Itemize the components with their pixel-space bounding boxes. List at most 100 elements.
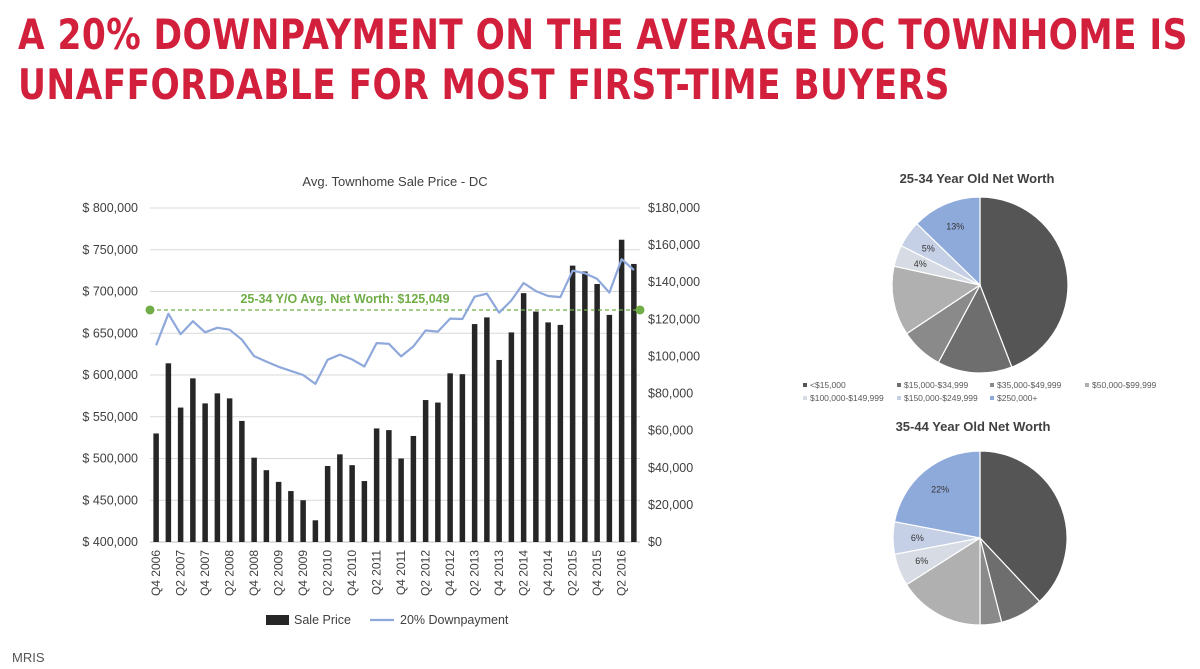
- sale-price-bar: [226, 398, 233, 542]
- downpayment-series-line: [155, 258, 635, 385]
- pie-data-label: 6%: [915, 556, 928, 566]
- pie-legend: <$15,000 $15,000-$34,999 $35,000-$49,999 $5…: [803, 380, 1157, 403]
- left-axis-ticks: $ 400,000 $ 450,000 $ 500,000 $ 550,000 $ 60…: [82, 201, 138, 549]
- left-axis-tick-label: $ 500,000: [82, 452, 138, 466]
- legend-swatch: [803, 383, 807, 387]
- chart-gridlines: [150, 207, 640, 543]
- pie-35-44-title: 35-44 Year Old Net Worth: [896, 419, 1051, 434]
- sale-price-bar: [165, 363, 172, 542]
- sale-price-bar: [288, 491, 294, 542]
- sale-price-bar: [177, 407, 184, 542]
- left-axis-tick-label: $ 400,000: [82, 535, 138, 549]
- left-axis-tick-label: $ 750,000: [82, 243, 138, 257]
- sale-price-bar: [251, 457, 257, 542]
- sale-price-bar: [349, 465, 355, 542]
- sale-price-bar: [239, 420, 245, 542]
- sale-price-bar: [410, 435, 417, 542]
- sale-price-bar: [190, 378, 196, 542]
- sale-price-bar: [447, 373, 453, 542]
- sale-price-bar: [361, 481, 368, 542]
- x-axis-tick-label: Q2 2007: [174, 550, 188, 596]
- x-axis-tick-label: Q2 2013: [468, 550, 482, 596]
- x-axis-tick-label: Q2 2010: [321, 550, 335, 596]
- legend-label-downpayment: 20% Downpayment: [400, 613, 509, 627]
- left-axis-tick-label: $ 800,000: [82, 201, 138, 215]
- pie-data-label: 6%: [911, 533, 924, 543]
- sale-price-bars: [153, 239, 637, 542]
- chart-legend: Sale Price 20% Downpayment: [266, 613, 509, 627]
- left-axis-tick-label: $ 700,000: [82, 285, 138, 299]
- headline-line-1: A 20% DOWNPAYMENT ON THE AVERAGE DC TOWN…: [18, 10, 1188, 59]
- pie-slice: [893, 450, 981, 539]
- right-axis-tick-label: $120,000: [648, 312, 700, 326]
- pie-data-label: 4%: [914, 259, 927, 269]
- x-axis-tick-label: Q2 2016: [615, 550, 629, 596]
- x-axis-tick-label: Q2 2012: [419, 550, 433, 596]
- legend-label: $150,000-$249,999: [904, 393, 978, 403]
- legend-label: $35,000-$49,999: [997, 380, 1062, 390]
- right-axis-ticks: $0 $20,000 $40,000 $60,000 $80,000 $100,000 $1…: [648, 201, 700, 549]
- sale-price-bar: [386, 430, 392, 542]
- x-axis-tick-label: Q4 2015: [590, 550, 604, 596]
- headline: A 20% DOWNPAYMENT ON THE AVERAGE DC TOWN…: [18, 10, 1188, 110]
- sale-price-bar: [312, 520, 319, 542]
- sale-price-bar: [594, 283, 600, 542]
- sale-price-bar: [557, 324, 564, 542]
- right-axis-tick-label: $80,000: [648, 387, 693, 401]
- legend-label-sale-price: Sale Price: [294, 613, 351, 627]
- legend-swatch: [803, 396, 807, 400]
- left-axis-tick-label: $ 550,000: [82, 410, 138, 424]
- downpayment-line: [155, 258, 635, 385]
- x-axis-tick-label: Q4 2013: [492, 550, 506, 596]
- x-axis-ticks: Q4 2006 Q2 2007 Q4 2007 Q2 2008 Q4 2008 Q2 20…: [149, 550, 629, 596]
- sale-price-bar: [214, 393, 221, 542]
- legend-swatch: [897, 396, 901, 400]
- sale-price-bar: [631, 263, 637, 542]
- sale-price-bar: [153, 433, 159, 542]
- sale-price-bar: [582, 271, 588, 542]
- pie-slice: [979, 196, 1069, 368]
- pie-25-34-title: 25-34 Year Old Net Worth: [900, 171, 1055, 186]
- net-worth-35-44-pie: 35-44 Year Old Net Worth 6% 6% 22%: [892, 419, 1068, 626]
- sale-price-bar: [508, 332, 515, 542]
- net-worth-reference: 25-34 Y/O Avg. Net Worth: $125,049: [145, 292, 645, 315]
- reference-marker: [635, 305, 645, 315]
- legend-swatch-sale-price: [266, 615, 289, 625]
- right-axis-tick-label: $140,000: [648, 275, 700, 289]
- sale-price-bar: [422, 400, 429, 542]
- sale-price-bar: [324, 466, 331, 542]
- legend-swatch: [990, 396, 994, 400]
- sale-price-bar: [496, 359, 502, 542]
- right-axis-tick-label: $160,000: [648, 238, 700, 252]
- reference-marker: [145, 305, 155, 315]
- sale-price-bar: [606, 314, 613, 542]
- sale-price-bar: [275, 481, 282, 542]
- chart-title: Avg. Townhome Sale Price - DC: [302, 174, 487, 189]
- sale-price-bar: [459, 374, 466, 542]
- pie-slice: [979, 450, 1068, 603]
- sale-price-bar: [263, 470, 270, 542]
- x-axis-tick-label: Q4 2014: [541, 550, 555, 596]
- sale-price-bar: [435, 402, 441, 542]
- pie-data-label: 22%: [931, 485, 949, 495]
- legend-label: $100,000-$149,999: [810, 393, 884, 403]
- pie-25-34-slices: 4% 5% 13%: [891, 196, 1069, 374]
- net-worth-25-34-pie: 25-34 Year Old Net Worth 4% 5% 13% <$15,00…: [803, 171, 1157, 403]
- source-label: MRIS: [12, 650, 45, 665]
- legend-swatch: [897, 383, 901, 387]
- sale-price-bar: [533, 311, 539, 542]
- reference-label: 25-34 Y/O Avg. Net Worth: $125,049: [240, 292, 449, 306]
- right-axis-tick-label: $100,000: [648, 349, 700, 363]
- right-axis-tick-label: $180,000: [648, 201, 700, 215]
- sale-price-bar: [484, 317, 490, 542]
- x-axis-tick-label: Q2 2014: [517, 550, 531, 596]
- sale-price-bar: [545, 322, 551, 542]
- sale-price-bar: [337, 454, 343, 542]
- x-axis-tick-label: Q4 2011: [394, 550, 408, 595]
- x-axis-tick-label: Q2 2015: [566, 550, 580, 596]
- pie-slice: [937, 283, 1013, 374]
- legend-label: $15,000-$34,999: [904, 380, 969, 390]
- x-axis-tick-label: Q4 2007: [198, 550, 212, 596]
- x-axis-tick-label: Q4 2008: [247, 550, 261, 596]
- x-axis-tick-label: Q2 2008: [223, 550, 237, 596]
